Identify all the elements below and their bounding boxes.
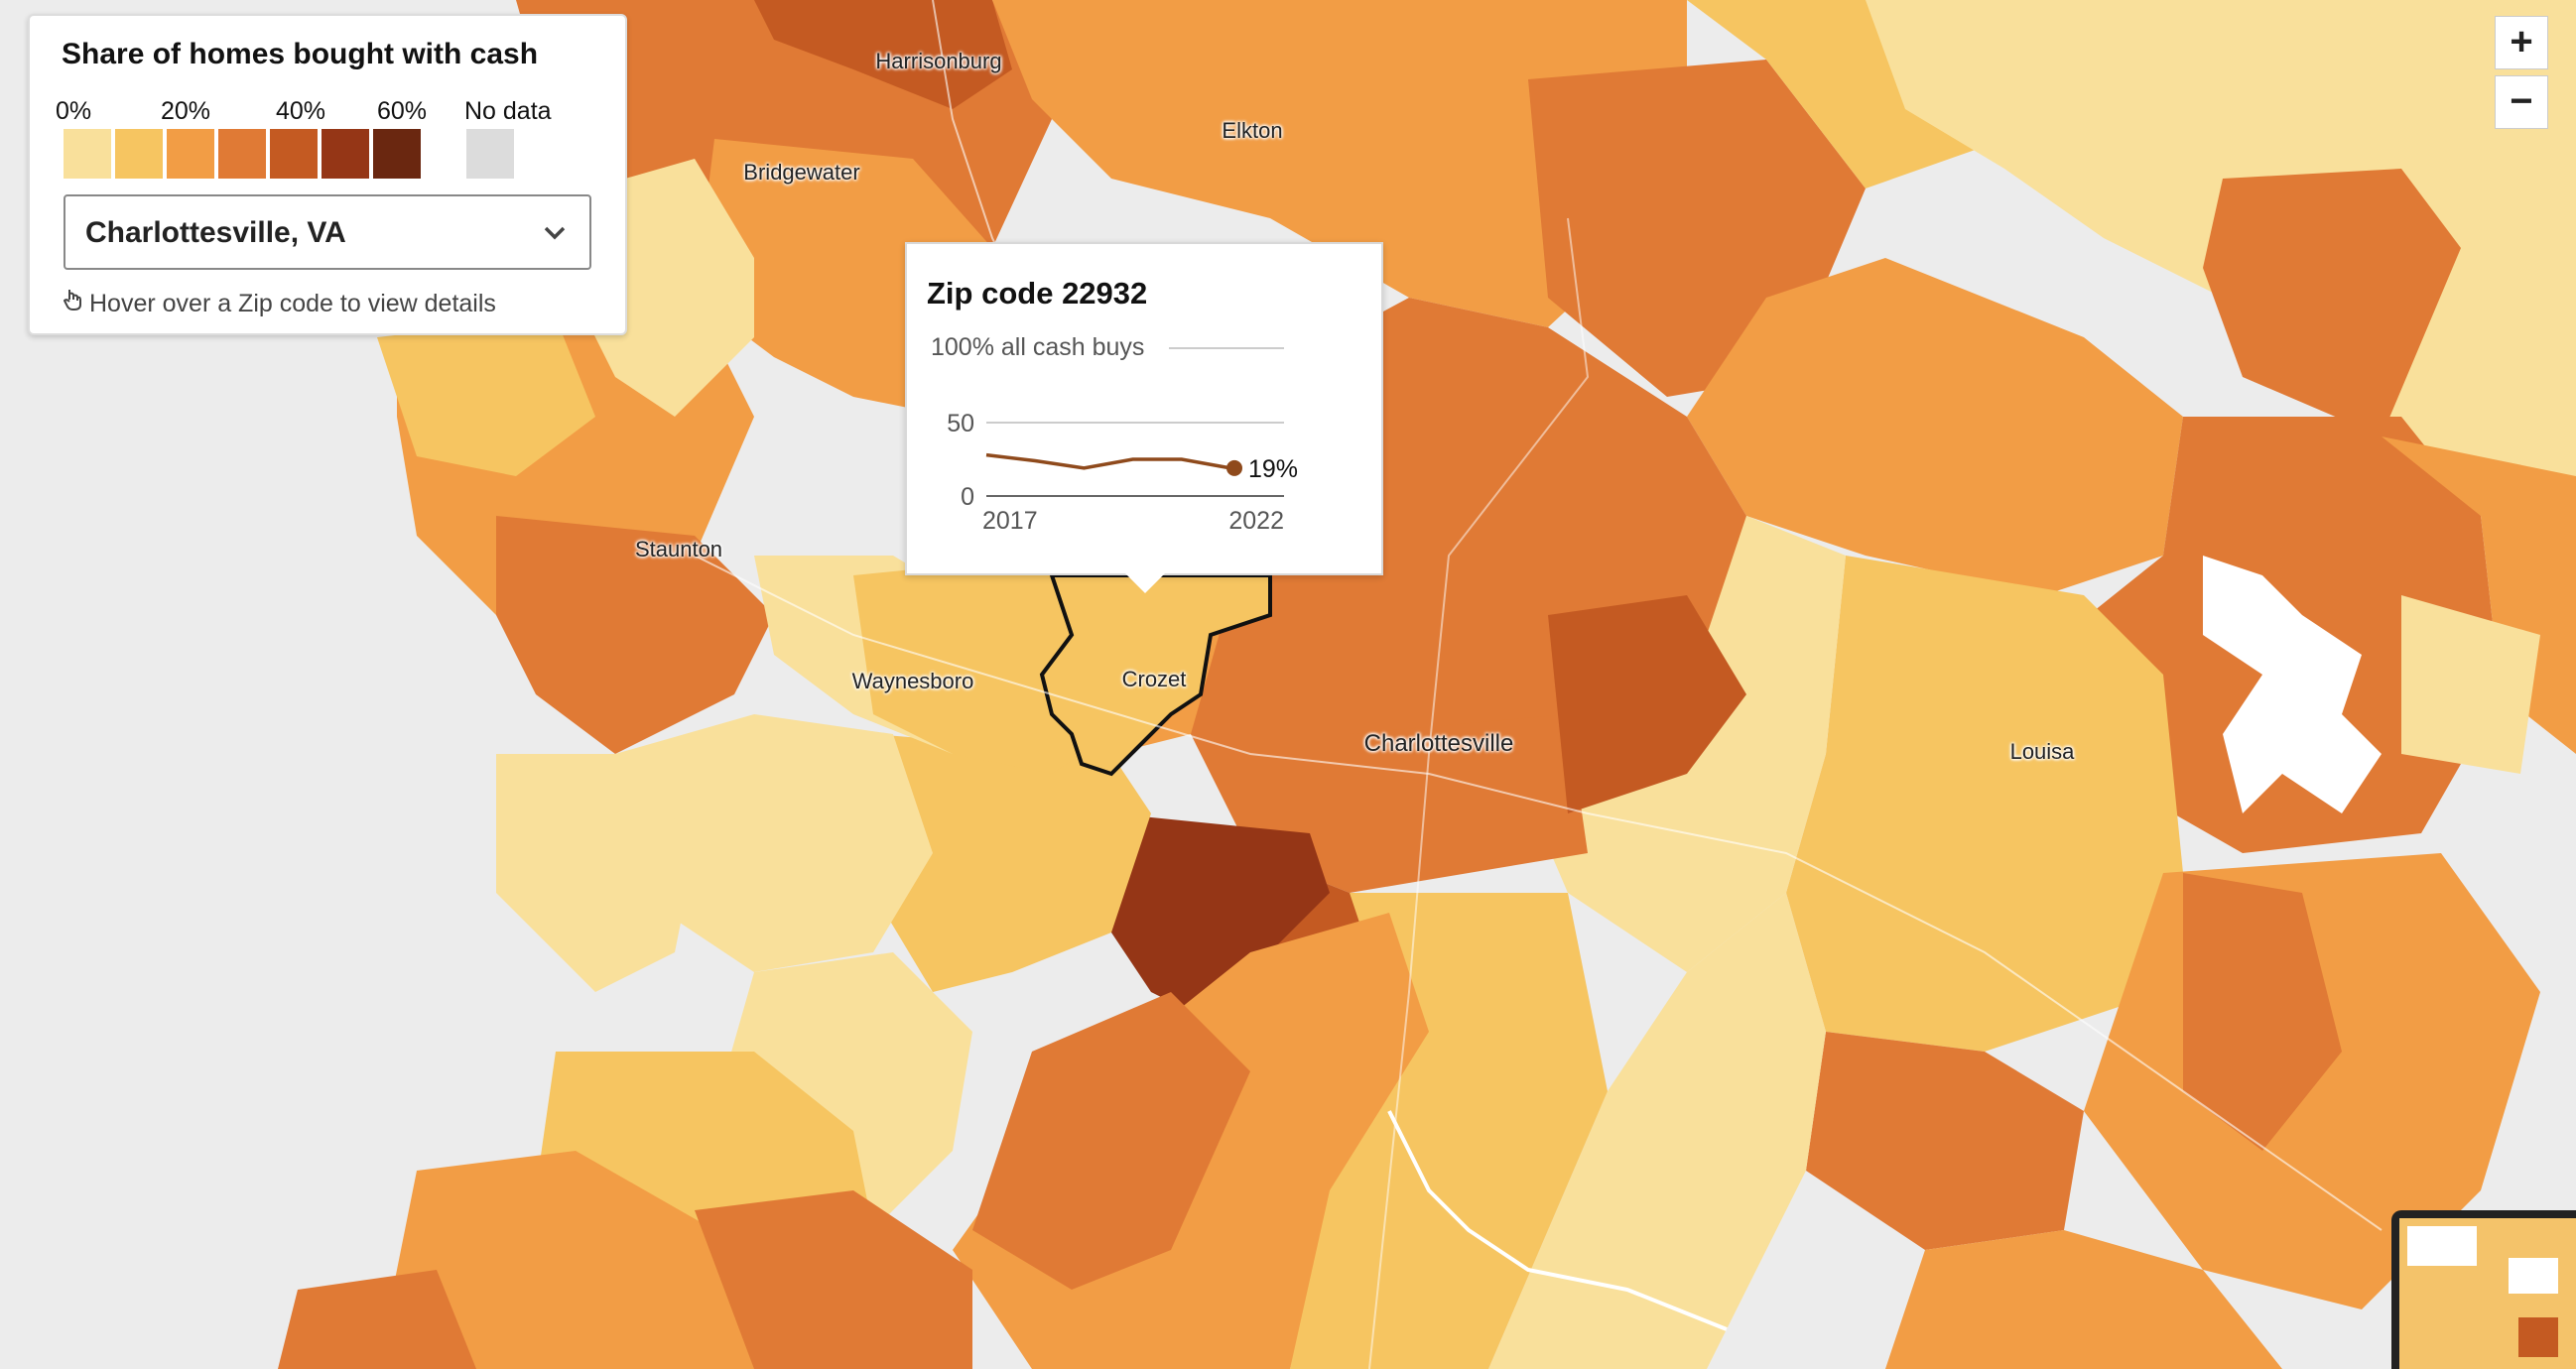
tooltip-arrow bbox=[1125, 573, 1165, 593]
pointer-hand-icon bbox=[63, 288, 83, 318]
zip-region bbox=[377, 1151, 794, 1369]
zip-region bbox=[496, 754, 695, 992]
y-tick-label: 0 bbox=[961, 483, 974, 511]
tooltip-subtitle: 100% all cash buys bbox=[931, 333, 1145, 361]
zip-region bbox=[1885, 1230, 2282, 1369]
selected-zip-22932 bbox=[1039, 573, 1272, 777]
zip-region bbox=[1488, 893, 1826, 1369]
legend-swatch bbox=[322, 129, 369, 179]
road bbox=[694, 555, 2383, 1231]
zoom-in-button[interactable]: + bbox=[2495, 16, 2548, 69]
legend-swatch bbox=[115, 129, 163, 179]
zip-region bbox=[278, 1270, 476, 1369]
legend-tick: 60% bbox=[377, 97, 428, 125]
river bbox=[1387, 1110, 1728, 1331]
zip-region bbox=[873, 734, 1151, 992]
zip-region bbox=[992, 0, 1687, 327]
zip-region bbox=[1687, 258, 2183, 595]
zip-region bbox=[377, 317, 595, 476]
legend-no-data-label: No data bbox=[464, 97, 552, 125]
series-line bbox=[985, 452, 1231, 470]
metro-select[interactable]: Charlottesville, VA bbox=[64, 194, 591, 270]
series-end-label: 19% bbox=[1248, 455, 1298, 483]
metro-select-value: Charlottesville, VA bbox=[85, 216, 346, 249]
place-bridgewater: Bridgewater bbox=[743, 160, 860, 185]
tooltip-title: Zip code 22932 bbox=[927, 276, 1148, 311]
legend-tick: 20% bbox=[161, 97, 211, 125]
place-waynesboro: Waynesboro bbox=[851, 669, 974, 693]
chevron-down-icon bbox=[542, 220, 568, 251]
zip-region bbox=[2183, 873, 2342, 1151]
place-elkton: Elkton bbox=[1222, 118, 1283, 143]
place-staunton: Staunton bbox=[634, 537, 723, 561]
thumbnail-screen bbox=[2399, 1218, 2576, 1369]
hover-hint-text: Hover over a Zip code to view details bbox=[89, 290, 496, 317]
road bbox=[1368, 217, 1590, 1369]
legend-swatch bbox=[218, 129, 266, 179]
zip-region bbox=[2203, 169, 2461, 436]
legend-tick: 40% bbox=[276, 97, 326, 125]
legend-tick: 0% bbox=[56, 97, 92, 125]
zip-region bbox=[1786, 556, 2183, 1052]
legend-title: Share of homes bought with cash bbox=[62, 38, 539, 70]
zip-tooltip: Zip code 22932 100% all cash buys 50 0 2… bbox=[905, 242, 1383, 593]
thumbnail-preview[interactable] bbox=[2391, 1210, 2576, 1369]
place-charlottesville: Charlottesville bbox=[1363, 730, 1514, 757]
legend-ticks: 0% 20% 40% 60% No data bbox=[56, 97, 611, 127]
zip-region bbox=[754, 0, 1012, 109]
legend-swatch bbox=[270, 129, 318, 179]
x-tick-label: 2022 bbox=[1228, 507, 1284, 535]
lake bbox=[2203, 556, 2382, 813]
zip-region bbox=[615, 714, 933, 972]
zip-region bbox=[1350, 714, 1588, 893]
y-tick-label: 50 bbox=[947, 410, 974, 437]
legend-swatch bbox=[373, 129, 421, 179]
tooltip-line-chart: 50 0 2017 2022 19% bbox=[947, 347, 1298, 535]
place-harrisonburg: Harrisonburg bbox=[875, 49, 1002, 73]
zip-region bbox=[695, 1190, 972, 1369]
zoom-out-button[interactable]: − bbox=[2495, 75, 2548, 129]
zip-region bbox=[1111, 813, 1330, 1012]
legend-swatch bbox=[64, 129, 111, 179]
zip-region bbox=[2401, 595, 2540, 774]
zip-region bbox=[496, 516, 774, 754]
legend-panel: Share of homes bought with cash 0% 20% 4… bbox=[28, 14, 627, 335]
zip-region bbox=[1548, 595, 1746, 813]
place-louisa: Louisa bbox=[2009, 739, 2075, 764]
hover-hint: Hover over a Zip code to view details bbox=[63, 288, 496, 318]
series-end-point bbox=[1226, 459, 1242, 476]
place-crozet: Crozet bbox=[1121, 667, 1187, 691]
zip-region bbox=[972, 992, 1250, 1290]
x-tick-label: 2017 bbox=[982, 507, 1038, 535]
zip-region bbox=[1806, 1032, 2084, 1250]
legend-no-data-swatch bbox=[466, 129, 514, 179]
legend-swatch bbox=[167, 129, 214, 179]
